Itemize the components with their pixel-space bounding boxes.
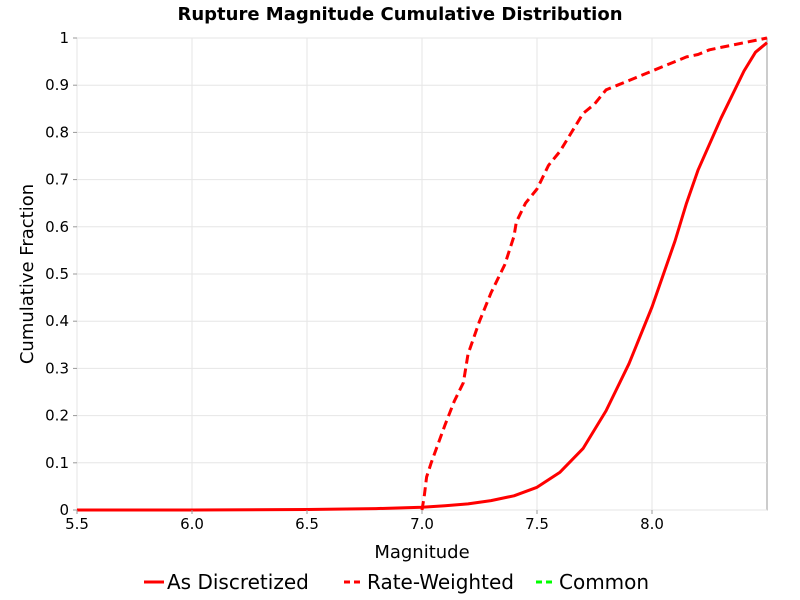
y-tick-label: 0.6 (45, 218, 69, 236)
y-tick-label: 0.9 (45, 76, 69, 94)
series-line-rate-weighted (420, 36, 768, 511)
y-axis-label: Cumulative Fraction (17, 184, 38, 364)
tick-labels: 5.5 6.0 6.5 7.0 7.5 8.0 0 0.1 0.2 0.3 0.4 0.5 0.6 0.7… (45, 29, 664, 533)
chart-title: Rupture Magnitude Cumulative Distributio… (177, 4, 622, 25)
y-tick-label: 0.2 (45, 407, 69, 425)
y-tick-label: 0.8 (45, 123, 69, 141)
x-tick-label: 5.5 (65, 515, 89, 533)
x-tick-label: 6.0 (180, 515, 204, 533)
x-tick-label: 7.0 (410, 515, 434, 533)
y-tick-label: 0 (59, 501, 69, 519)
legend: As Discretized Rate-Weighted Common (144, 570, 649, 594)
series-line-as-discretized (77, 41, 768, 512)
y-tick-label: 0.5 (45, 265, 69, 283)
y-tick-label: 0.7 (45, 171, 69, 189)
y-tick-label: 0.1 (45, 454, 69, 472)
y-tick-label: 0.3 (45, 359, 69, 377)
legend-label-as-discretized: As Discretized (167, 570, 309, 594)
legend-label-common: Common (559, 570, 649, 594)
y-tick-label: 1 (59, 29, 69, 47)
x-axis-label: Magnitude (374, 542, 469, 563)
x-tick-label: 8.0 (640, 515, 664, 533)
y-tick-label: 0.4 (45, 312, 69, 330)
x-tick-label: 6.5 (295, 515, 319, 533)
legend-label-rate-weighted: Rate-Weighted (367, 570, 514, 594)
x-tick-label: 7.5 (525, 515, 549, 533)
series-layer (77, 36, 768, 512)
